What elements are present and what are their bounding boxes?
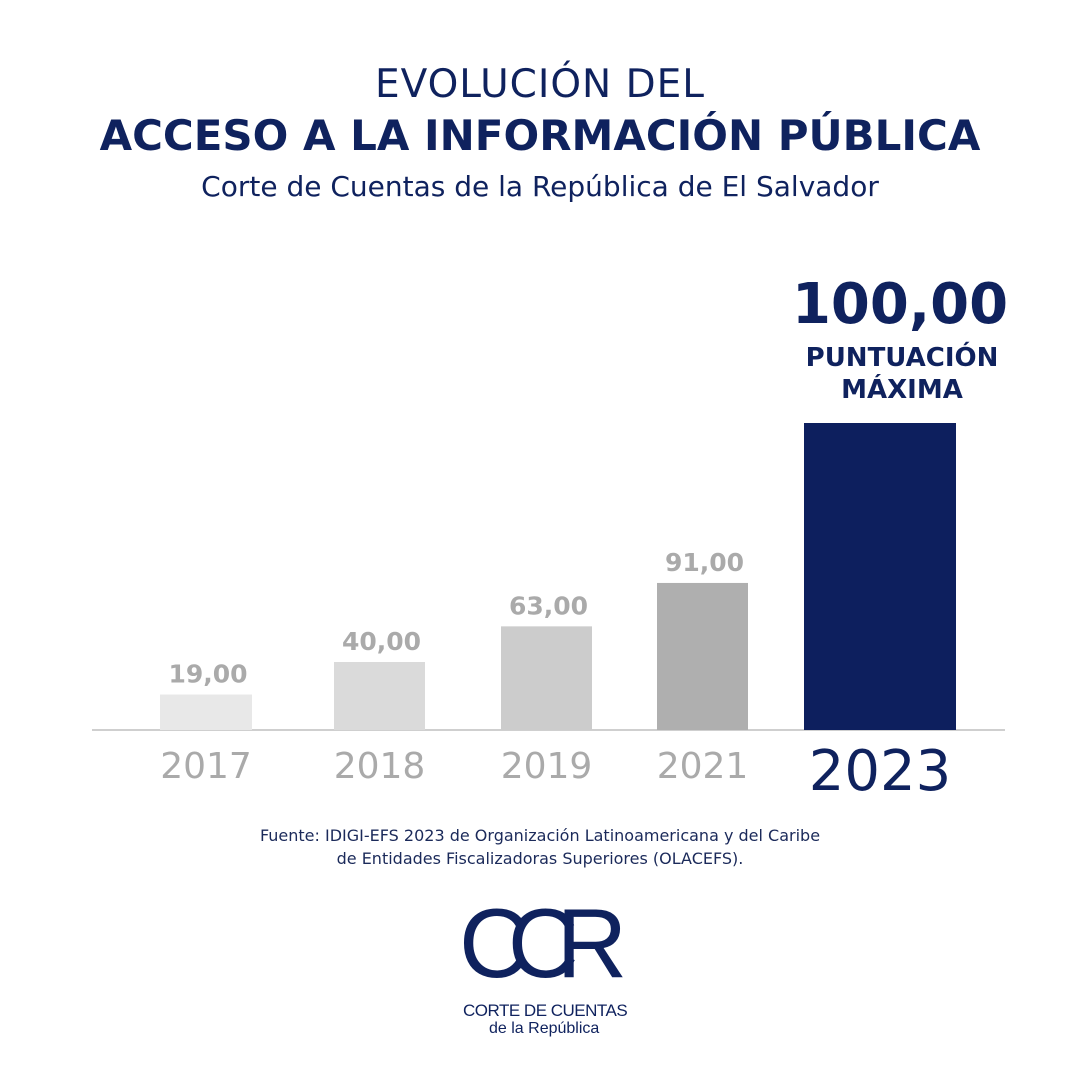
x-tick-label: 2019 — [501, 746, 593, 787]
source-note: Fuente: IDIGI-EFS 2023 de Organización L… — [0, 824, 1080, 870]
logo-mark: CCR — [459, 888, 627, 998]
data-label: 100,00 — [792, 272, 1008, 337]
source-line-2: de Entidades Fiscalizadoras Superiores (… — [336, 849, 744, 868]
x-tick-label: 2023 — [809, 739, 952, 804]
logo-text-1: CORTE DE CUENTAS — [463, 1001, 628, 1020]
source-line-1: Fuente: IDIGI-EFS 2023 de Organización L… — [259, 826, 821, 845]
x-tick-label: 2018 — [334, 746, 426, 787]
data-label: 91,00 — [665, 548, 744, 577]
bar-2021 — [657, 582, 748, 730]
data-label: 40,00 — [342, 627, 421, 656]
title-line-1: EVOLUCIÓN DEL — [374, 62, 706, 107]
logo-text-2: de la República — [489, 1020, 600, 1037]
bar-2019 — [501, 626, 592, 730]
highlight-caption: MÁXIMA — [841, 373, 963, 405]
title-line-2: ACCESO A LA INFORMACIÓN PÚBLICA — [99, 111, 981, 160]
bar-chart: 2017 19,00 2018 40,00 2019 63,00 2021 91,00 2023… — [92, 272, 1008, 804]
bar-2018 — [334, 662, 425, 730]
subtitle: Corte de Cuentas de la República de El S… — [201, 170, 879, 203]
highlight-caption: PUNTUACIÓN — [806, 341, 999, 373]
data-label: 63,00 — [509, 591, 588, 620]
ccr-logo: CCR CORTE DE CUENTAS de la República — [455, 888, 635, 1040]
bar-2017 — [160, 694, 252, 730]
x-tick-label: 2017 — [160, 746, 252, 787]
bar-2023 — [804, 423, 956, 730]
x-tick-label: 2021 — [657, 746, 749, 787]
data-label: 19,00 — [168, 660, 247, 689]
